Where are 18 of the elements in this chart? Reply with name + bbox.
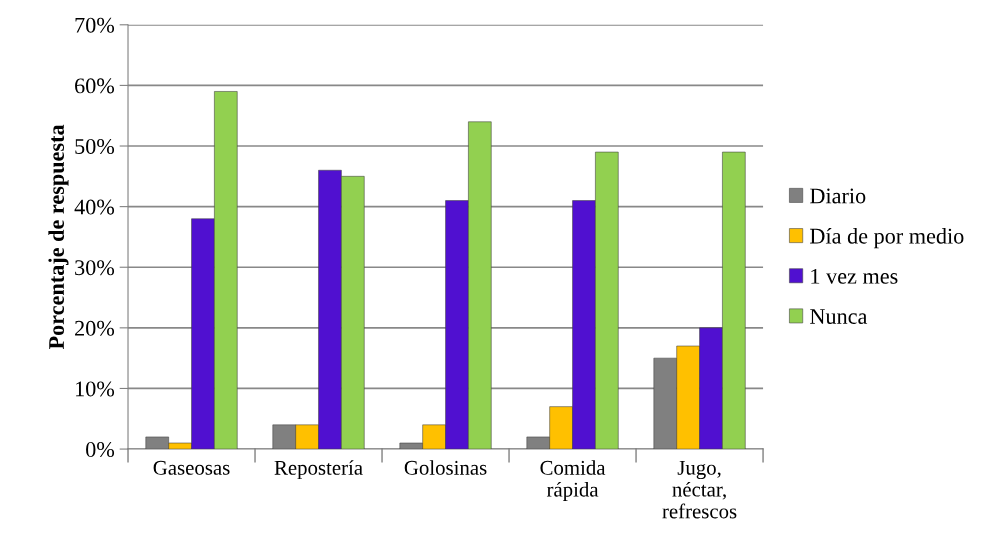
y-tick-label: 40% [74, 199, 115, 215]
y-tick-label: 70% [75, 17, 115, 33]
y-tick-label: 50% [75, 138, 115, 155]
x-tick-label: Comida rápida [540, 460, 606, 501]
x-tick-label: Gaseosas [153, 460, 230, 475]
legend-label: 1 vez mes [811, 268, 898, 284]
x-tick-label: Golosinas [404, 460, 487, 475]
y-tick-label: 0% [86, 442, 115, 458]
legend-label: Nunca [810, 309, 868, 324]
y-tick-label: 20% [75, 320, 115, 336]
x-tick-label: Repostería [274, 460, 363, 480]
legend-label: Día de por medio [810, 227, 964, 249]
x-tick-label: Jugo, néctar, refrescos [662, 460, 737, 519]
legend-label: Diario [810, 188, 866, 204]
y-tick-label: 30% [75, 260, 115, 276]
y-tick-label: 60% [75, 78, 115, 94]
y-tick-label: 10% [76, 381, 115, 397]
y-axis-title: Porcentaje de respuesta [48, 124, 69, 350]
